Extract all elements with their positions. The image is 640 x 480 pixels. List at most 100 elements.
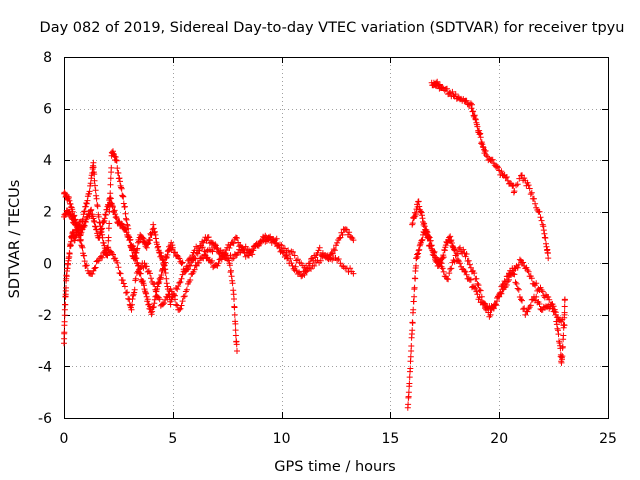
- data-point-marker: [542, 235, 549, 241]
- x-tick-label: 5: [168, 431, 177, 447]
- data-point-marker: [405, 401, 412, 408]
- data-point-marker: [83, 200, 90, 207]
- data-point-marker: [409, 327, 416, 334]
- data-point-marker: [164, 294, 171, 301]
- data-point-marker: [407, 365, 414, 372]
- data-point-marker: [298, 273, 305, 280]
- data-point-marker: [151, 296, 158, 303]
- data-point-marker: [328, 250, 335, 256]
- data-point-marker: [118, 220, 125, 227]
- data-point-marker: [467, 276, 474, 283]
- data-point-marker: [287, 255, 294, 262]
- data-point-marker: [410, 306, 417, 313]
- data-point-marker: [460, 246, 467, 253]
- data-point-marker: [90, 217, 97, 224]
- data-point-marker: [113, 157, 120, 164]
- data-point-marker: [81, 208, 88, 215]
- data-point-marker: [440, 254, 447, 261]
- data-point-marker: [423, 231, 430, 237]
- data-point-marker: [484, 304, 491, 311]
- data-point-marker: [175, 283, 182, 290]
- data-point-marker: [416, 203, 423, 210]
- data-point-marker: [514, 181, 521, 188]
- data-point-marker: [467, 100, 474, 107]
- data-point-marker: [494, 298, 500, 304]
- data-point-marker: [209, 239, 215, 246]
- data-point-marker: [427, 243, 434, 250]
- gridlines: [64, 57, 608, 418]
- data-point-marker: [527, 302, 534, 309]
- data-point-marker: [124, 222, 131, 229]
- data-point-marker: [98, 253, 104, 260]
- data-point-marker: [516, 256, 523, 263]
- data-point-marker: [195, 247, 202, 254]
- data-point-marker: [130, 247, 137, 254]
- data-point-marker: [467, 264, 474, 271]
- data-point-marker: [230, 255, 237, 262]
- data-point-marker: [494, 163, 500, 170]
- data-point-marker: [291, 252, 298, 259]
- data-point-marker: [482, 300, 489, 307]
- data-point-marker: [308, 265, 314, 272]
- data-point-marker: [62, 301, 69, 308]
- data-point-marker: [176, 255, 183, 262]
- data-point-marker: [515, 286, 522, 293]
- data-point-marker: [162, 270, 169, 276]
- data-point-marker: [418, 237, 425, 244]
- data-point-marker: [209, 257, 215, 264]
- data-point-marker: [452, 91, 459, 98]
- data-point-marker: [405, 389, 412, 396]
- data-point-marker: [112, 211, 119, 218]
- data-point-marker: [83, 262, 90, 269]
- data-point-marker: [506, 276, 512, 283]
- data-point-marker: [457, 260, 463, 267]
- data-point-marker: [315, 247, 322, 254]
- data-point-marker: [82, 262, 89, 269]
- data-point-marker: [314, 250, 321, 256]
- data-point-marker: [155, 243, 162, 250]
- data-point-marker: [160, 265, 166, 272]
- data-point-marker: [536, 301, 543, 307]
- data-point-marker: [474, 291, 481, 298]
- data-point-marker: [301, 271, 308, 278]
- data-point-marker: [250, 247, 257, 254]
- data-point-marker: [330, 246, 337, 253]
- data-point-marker: [533, 280, 540, 287]
- data-point-marker: [152, 235, 159, 242]
- data-point-marker: [412, 275, 419, 282]
- data-point-marker: [108, 164, 115, 171]
- data-point-marker: [439, 265, 446, 272]
- data-point-marker: [478, 140, 485, 147]
- data-point-marker: [95, 213, 102, 220]
- data-point-marker: [129, 301, 135, 308]
- data-point-marker: [66, 197, 73, 204]
- data-point-marker: [472, 116, 479, 123]
- data-point-marker: [514, 285, 521, 292]
- data-point-marker: [139, 234, 146, 241]
- data-point-marker: [409, 320, 416, 326]
- data-point-marker: [115, 170, 122, 176]
- data-point-marker: [426, 242, 433, 249]
- x-tick-label: 0: [60, 431, 69, 447]
- data-point-marker: [413, 262, 419, 269]
- data-point-marker: [347, 265, 354, 272]
- data-point-marker: [335, 256, 342, 262]
- data-point-marker: [91, 265, 98, 272]
- data-point-marker: [520, 259, 527, 266]
- data-point-marker: [133, 255, 140, 262]
- data-point-marker: [192, 255, 199, 262]
- data-point-marker: [118, 185, 125, 192]
- data-point-marker: [476, 131, 483, 138]
- data-point-marker: [100, 240, 107, 246]
- data-point-marker: [406, 380, 413, 387]
- data-point-marker: [119, 277, 126, 284]
- data-point-marker: [495, 164, 502, 171]
- data-point-marker: [451, 258, 458, 265]
- data-point-marker: [520, 306, 527, 313]
- data-point-marker: [471, 112, 478, 119]
- data-point-marker: [336, 235, 343, 242]
- data-point-marker: [461, 268, 468, 274]
- data-point-marker: [145, 240, 152, 247]
- data-point-marker: [160, 301, 166, 308]
- data-point-marker: [127, 236, 134, 243]
